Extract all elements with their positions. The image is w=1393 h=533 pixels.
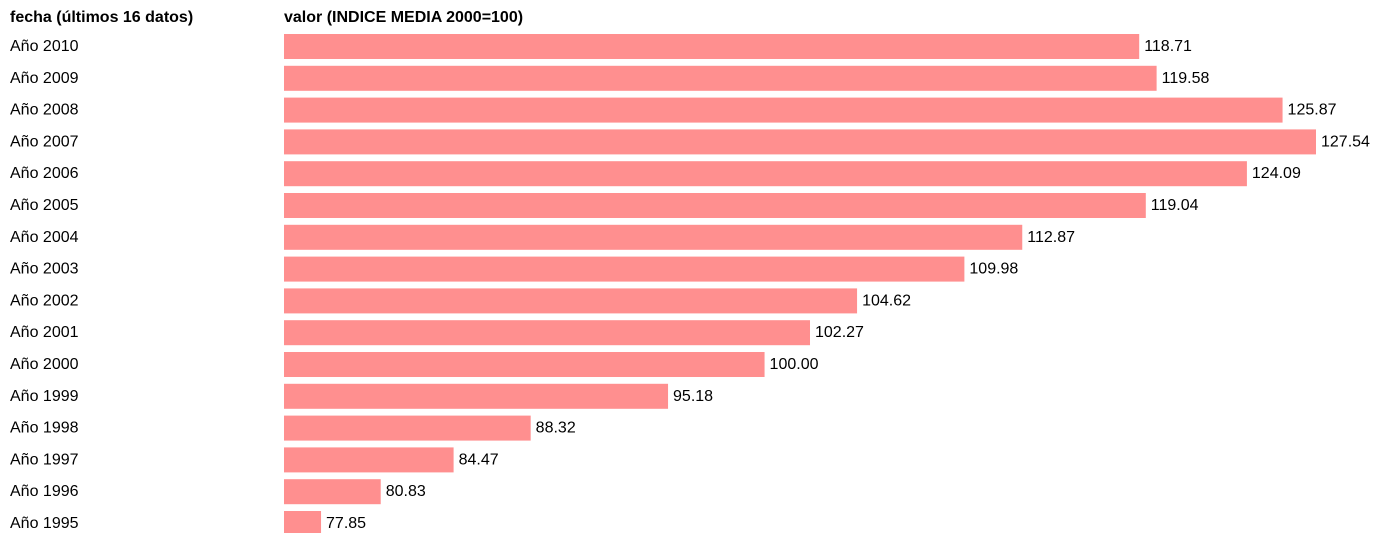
bar bbox=[284, 320, 811, 346]
category-label: Año 2006 bbox=[10, 165, 79, 182]
category-label: Año 2002 bbox=[10, 292, 79, 309]
category-label: Año 2001 bbox=[10, 324, 79, 341]
category-label: Año 2007 bbox=[10, 133, 79, 150]
value-label: 118.71 bbox=[1144, 38, 1192, 55]
value-label: 102.27 bbox=[815, 324, 864, 341]
category-label: Año 1997 bbox=[10, 451, 79, 468]
category-label: Año 2010 bbox=[10, 38, 79, 55]
value-label: 100.00 bbox=[770, 356, 819, 373]
bar bbox=[284, 352, 765, 377]
bar bbox=[284, 193, 1146, 218]
bar bbox=[284, 447, 454, 473]
category-label: Año 1998 bbox=[10, 420, 79, 437]
value-label: 77.85 bbox=[326, 515, 366, 532]
value-label: 119.04 bbox=[1151, 197, 1199, 214]
category-label: Año 1995 bbox=[10, 515, 79, 532]
bar bbox=[284, 256, 965, 282]
bar bbox=[284, 415, 531, 441]
bar bbox=[284, 479, 381, 505]
value-label: 109.98 bbox=[969, 261, 1018, 278]
bar bbox=[284, 511, 322, 533]
bar bbox=[284, 129, 1316, 155]
value-label: 112.87 bbox=[1027, 229, 1075, 246]
bar bbox=[284, 34, 1140, 59]
category-label: Año 1999 bbox=[10, 388, 79, 405]
bar bbox=[284, 383, 669, 409]
value-label: 80.83 bbox=[386, 483, 426, 500]
value-label: 127.54 bbox=[1321, 133, 1370, 150]
category-label: Año 2005 bbox=[10, 197, 79, 214]
category-label: Año 2009 bbox=[10, 70, 79, 87]
bar bbox=[284, 97, 1283, 123]
bar bbox=[284, 288, 858, 314]
bar bbox=[284, 224, 1023, 250]
category-label: Año 2004 bbox=[10, 229, 79, 246]
category-label: Año 2000 bbox=[10, 356, 79, 373]
category-label: Año 1996 bbox=[10, 483, 79, 500]
value-label: 125.87 bbox=[1288, 102, 1337, 119]
bar bbox=[284, 161, 1247, 187]
value-label: 119.58 bbox=[1162, 70, 1210, 87]
value-label: 104.62 bbox=[862, 292, 911, 309]
value-label: 95.18 bbox=[673, 388, 713, 405]
value-column-header: valor (INDICE MEDIA 2000=100) bbox=[284, 9, 524, 26]
value-label: 84.47 bbox=[459, 451, 499, 468]
bar bbox=[284, 65, 1157, 91]
category-label: Año 2008 bbox=[10, 102, 79, 119]
category-label: Año 2003 bbox=[10, 261, 79, 278]
category-column-header: fecha (últimos 16 datos) bbox=[10, 9, 194, 26]
value-label: 88.32 bbox=[536, 420, 576, 437]
value-label: 124.09 bbox=[1252, 165, 1301, 182]
